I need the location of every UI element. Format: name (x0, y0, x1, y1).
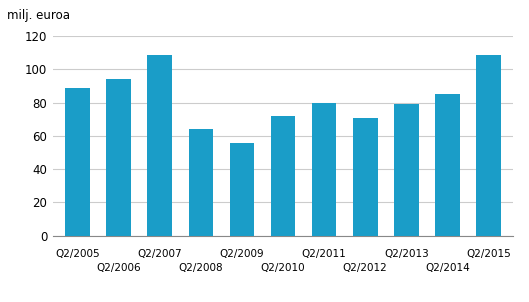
Text: Q2/2013: Q2/2013 (384, 249, 428, 259)
Text: Q2/2008: Q2/2008 (178, 263, 223, 273)
Text: Q2/2007: Q2/2007 (138, 249, 182, 259)
Bar (394, 104, 418, 236)
Bar (271, 116, 295, 236)
Text: Q2/2009: Q2/2009 (220, 249, 264, 259)
Text: Q2/2006: Q2/2006 (96, 263, 141, 273)
Text: Q2/2011: Q2/2011 (302, 249, 346, 259)
Bar (353, 118, 378, 236)
Text: Q2/2015: Q2/2015 (466, 249, 511, 259)
Bar (148, 55, 172, 236)
Text: Q2/2005: Q2/2005 (55, 249, 100, 259)
Bar (188, 129, 213, 236)
Bar (230, 143, 254, 236)
Text: milj. euroa: milj. euroa (7, 9, 70, 22)
Bar (65, 88, 90, 236)
Text: Q2/2012: Q2/2012 (343, 263, 388, 273)
Bar (312, 103, 336, 236)
Bar (476, 55, 501, 236)
Bar (106, 79, 131, 236)
Text: Q2/2010: Q2/2010 (261, 263, 305, 273)
Bar (435, 95, 460, 236)
Text: Q2/2014: Q2/2014 (425, 263, 470, 273)
